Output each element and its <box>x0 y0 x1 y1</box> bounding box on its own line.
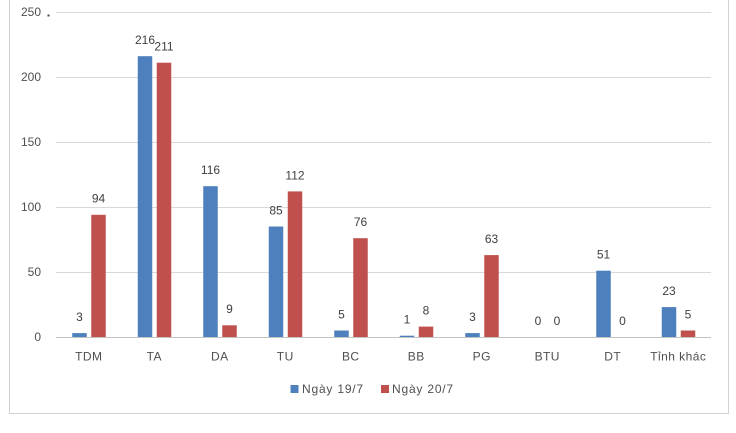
svg-text:150: 150 <box>21 135 41 149</box>
svg-text:Tỉnh khác: Tỉnh khác <box>650 349 706 363</box>
svg-text:112: 112 <box>285 168 304 182</box>
svg-text:94: 94 <box>92 192 106 206</box>
svg-text:Ngày 19/7: Ngày 19/7 <box>302 382 364 396</box>
svg-text:8: 8 <box>423 304 430 318</box>
svg-text:216: 216 <box>135 33 155 47</box>
svg-text:DT: DT <box>604 349 621 363</box>
svg-text:0: 0 <box>554 314 561 328</box>
svg-text:5: 5 <box>685 307 692 321</box>
svg-text:23: 23 <box>662 284 676 298</box>
svg-text:3: 3 <box>469 310 476 324</box>
svg-text:85: 85 <box>269 203 283 217</box>
svg-text:BC: BC <box>342 349 360 363</box>
svg-text:TA: TA <box>147 349 162 363</box>
svg-text:51: 51 <box>597 248 611 262</box>
svg-text:TDM: TDM <box>75 349 102 363</box>
svg-text:BTU: BTU <box>535 349 560 363</box>
svg-text:211: 211 <box>154 40 173 54</box>
svg-text:Ngày 20/7: Ngày 20/7 <box>392 382 454 396</box>
svg-text:200: 200 <box>21 70 41 84</box>
svg-text:1: 1 <box>404 313 411 327</box>
svg-text:63: 63 <box>485 232 499 246</box>
svg-text:3: 3 <box>76 310 83 324</box>
svg-text:TU: TU <box>277 349 294 363</box>
svg-text:0: 0 <box>34 330 41 344</box>
svg-text:100: 100 <box>21 200 41 214</box>
svg-text:PG: PG <box>473 349 491 363</box>
svg-text:116: 116 <box>201 163 220 177</box>
svg-text:76: 76 <box>354 215 368 229</box>
svg-text:250: 250 <box>21 5 41 19</box>
svg-text:BB: BB <box>408 349 425 363</box>
svg-text:0: 0 <box>619 314 626 328</box>
svg-text:50: 50 <box>28 265 42 279</box>
svg-text:0: 0 <box>535 314 542 328</box>
svg-text:DA: DA <box>211 349 229 363</box>
svg-text:9: 9 <box>226 302 233 316</box>
svg-text:5: 5 <box>338 307 345 321</box>
